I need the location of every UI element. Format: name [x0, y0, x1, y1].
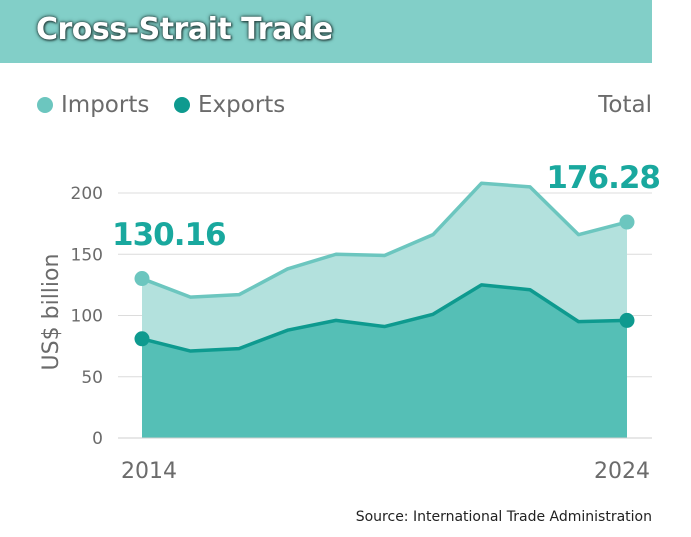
- chart-title: Cross-Strait Trade: [36, 12, 333, 47]
- source-note: Source: International Trade Administrati…: [355, 509, 652, 525]
- imports-marker-2024: [619, 214, 635, 230]
- y-tick-label-50: 50: [81, 368, 103, 388]
- imports-area: [142, 183, 627, 352]
- imports-line: [141, 181, 628, 299]
- imports-legend-dot: [37, 97, 53, 113]
- total-annotation-2024: 176.28: [546, 160, 660, 196]
- y-axis-label: US$ billion: [39, 254, 64, 371]
- legend-exports: Exports: [174, 92, 285, 118]
- y-tick-label-200: 200: [71, 184, 103, 204]
- legend-exports-label: Exports: [198, 92, 286, 118]
- y-tick-label-100: 100: [71, 307, 103, 327]
- imports-marker-2014: [134, 271, 150, 287]
- exports-marker-2014: [134, 331, 150, 347]
- exports-line: [141, 283, 628, 353]
- legend-imports: Imports: [37, 92, 149, 118]
- x-tick-label-2024: 2024: [594, 459, 650, 484]
- legend-total-label: Total: [598, 92, 652, 118]
- y-tick-label-0: 0: [92, 429, 103, 449]
- title-bar: Cross-Strait Trade: [0, 0, 652, 63]
- x-tick-label-2014: 2014: [121, 459, 177, 484]
- exports-area: [142, 284, 627, 438]
- exports-legend-dot: [174, 97, 190, 113]
- legend-imports-label: Imports: [61, 92, 150, 118]
- total-annotation-2014: 130.16: [112, 217, 226, 253]
- exports-marker-2024: [619, 312, 635, 328]
- y-tick-label-150: 150: [71, 245, 103, 265]
